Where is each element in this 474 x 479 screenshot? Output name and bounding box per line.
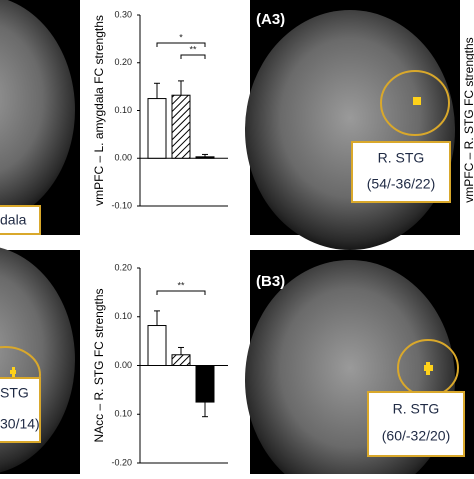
brain-b3: (B3) R. STG (60/-32/20) bbox=[245, 250, 474, 479]
brain-a3: (A3) R. STG (54/-36/22) vmPFC – R. STG F… bbox=[245, 0, 474, 250]
y-tick-label: 0.20 bbox=[114, 57, 132, 67]
panel-label: (B3) bbox=[256, 273, 285, 290]
y-axis-label: NAcc – R. STG FC strengths bbox=[92, 288, 106, 442]
bar bbox=[195, 156, 215, 159]
y-tick-label: 0.30 bbox=[114, 9, 132, 19]
side-label: vmPFC – R. STG FC strengths bbox=[462, 37, 474, 202]
region-label: R. STG bbox=[393, 401, 440, 417]
bar bbox=[195, 365, 215, 403]
y-tick-label: -0.10 bbox=[111, 200, 132, 210]
y-tick-label: -0.20 bbox=[111, 457, 132, 467]
left-brain-b: STG 30/14) bbox=[0, 247, 80, 474]
significance-label: ** bbox=[189, 44, 197, 54]
y-tick-label: 0.00 bbox=[114, 360, 132, 370]
left-brain-a: dala bbox=[0, 0, 80, 235]
y-tick-label: 0.20 bbox=[114, 262, 132, 272]
bar bbox=[171, 354, 191, 366]
significance-label: * bbox=[179, 32, 183, 42]
significance-bracket bbox=[156, 42, 206, 47]
bar bbox=[147, 325, 167, 366]
coords-label: (54/-36/22) bbox=[367, 176, 435, 192]
panel-label: (A3) bbox=[256, 11, 285, 28]
coords-label: 30/14) bbox=[0, 416, 40, 432]
y-tick-label: 0.10 bbox=[114, 409, 132, 419]
bar bbox=[147, 98, 167, 159]
bar bbox=[171, 94, 191, 159]
region-label: R. STG bbox=[378, 150, 425, 166]
region-label: STG bbox=[0, 385, 29, 401]
y-tick-label: 0.00 bbox=[114, 153, 132, 163]
region-label: dala bbox=[0, 212, 27, 228]
coords-label: (60/-32/20) bbox=[382, 428, 450, 444]
significance-label: ** bbox=[177, 280, 185, 290]
significance-bracket bbox=[180, 54, 206, 59]
significance-bracket bbox=[156, 290, 206, 295]
y-tick-label: 0.10 bbox=[114, 105, 132, 115]
y-axis-label: vmPFC – L. amygdala FC strengths bbox=[92, 15, 106, 206]
y-tick-label: 0.10 bbox=[114, 311, 132, 321]
